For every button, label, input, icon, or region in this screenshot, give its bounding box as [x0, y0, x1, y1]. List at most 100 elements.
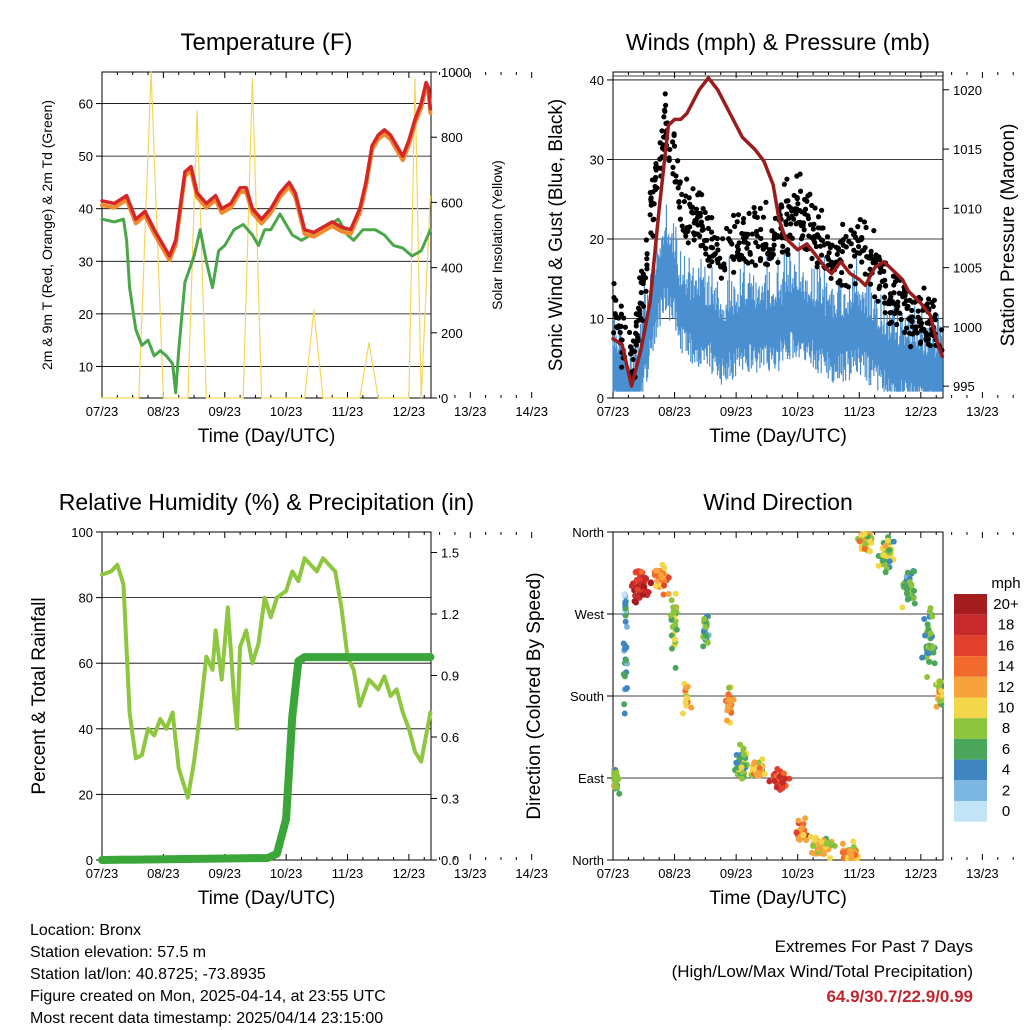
gust-point: [638, 268, 645, 274]
direction-point: [905, 595, 912, 602]
direction-point: [702, 624, 709, 631]
gust-point: [786, 203, 792, 210]
gust-point: [667, 146, 673, 153]
x-axis-label: Time (Day/UTC): [198, 888, 336, 909]
gust-point: [887, 291, 893, 297]
direction-point: [798, 825, 805, 832]
direction-point: [723, 717, 730, 724]
x-tick-label: 07/23: [86, 866, 119, 881]
recent-data-timestamp: Most recent data timestamp: 2025/04/14 2…: [30, 1010, 384, 1027]
gust-point: [834, 251, 840, 257]
gust-point: [863, 224, 869, 231]
y2-tick-label: 800: [441, 130, 463, 145]
direction-point: [779, 784, 786, 791]
gust-point: [890, 273, 896, 279]
y2-tick-label: 1000: [441, 65, 470, 80]
gust-point: [613, 313, 620, 320]
gust-point: [731, 269, 737, 275]
direction-point: [867, 548, 874, 555]
direction-point: [673, 626, 680, 633]
x-tick-label: 10/23: [781, 866, 814, 881]
direction-point: [929, 644, 936, 651]
gust-point: [691, 231, 698, 238]
y-axis-label: 2m & 9m T (Red, Orange) & 2m Td (Green): [39, 100, 55, 370]
gust-point: [644, 266, 650, 272]
y2-tick-label: 0.9: [441, 669, 459, 684]
y2-tick-label: 1020: [953, 83, 982, 98]
gust-point: [851, 253, 858, 259]
direction-point: [802, 815, 809, 822]
direction-point: [930, 649, 937, 656]
direction-point: [668, 616, 675, 623]
y-tick-label: 20: [79, 307, 93, 322]
gust-point: [670, 164, 676, 170]
plot-frame: [101, 531, 432, 861]
gust-point: [743, 233, 750, 239]
direction-point: [890, 538, 897, 545]
x-tick-label: 10/23: [781, 404, 814, 419]
gust-point: [789, 235, 795, 241]
legend-label: 16: [998, 637, 1015, 654]
gust-point: [741, 215, 747, 222]
y-tick-label: 100: [71, 525, 93, 540]
gust-point: [687, 224, 693, 230]
gust-point: [718, 275, 724, 281]
gust-point: [709, 229, 715, 235]
gust-point: [848, 227, 854, 233]
gust-point: [814, 264, 820, 270]
legend-swatch: [954, 635, 987, 657]
direction-point: [622, 612, 629, 619]
direction-point: [921, 615, 928, 622]
y-tick-label: 40: [590, 73, 604, 88]
gust-point: [754, 233, 760, 239]
y2-tick-label: 1015: [953, 142, 982, 157]
gust-point: [757, 255, 764, 262]
direction-point: [880, 552, 887, 559]
y-tick-label: 80: [79, 591, 93, 606]
x-tick-label: 11/23: [332, 866, 364, 881]
gust-point: [826, 250, 832, 256]
gust-point: [676, 199, 682, 205]
figure-created: Figure created on Mon, 2025-04-14, at 23…: [30, 988, 386, 1005]
gust-point: [765, 251, 771, 257]
gust-point: [771, 236, 777, 242]
gust-point: [689, 209, 695, 215]
station-latlon: Station lat/lon: 40.8725; -73.8935: [30, 966, 266, 983]
direction-point: [756, 765, 763, 772]
insolation-series: [101, 71, 431, 399]
y-tick-label: South: [570, 689, 604, 704]
gust-point: [780, 243, 786, 249]
gust-point: [652, 183, 658, 190]
gust-point: [909, 314, 915, 320]
direction-point: [761, 771, 768, 778]
gust-point: [852, 281, 858, 287]
gust-point: [805, 213, 811, 219]
chart-panel-2: 07/23 08/23 09/23 10/23 11/23 12/23 13/23 14/23…: [29, 489, 548, 909]
gust-point: [638, 289, 644, 296]
gust-point: [783, 219, 789, 225]
gust-point: [677, 216, 684, 222]
gust-point: [626, 329, 633, 336]
extremes-values: 64.9/30.7/22.9/0.99: [826, 987, 973, 1006]
gust-point: [785, 251, 791, 257]
gust-point: [861, 219, 868, 225]
direction-point: [926, 608, 933, 615]
gust-point: [700, 206, 706, 212]
chart-panel-1: 07/2308/2309/2310/2311/2312/2313/2314/23…: [546, 29, 1019, 447]
direction-point: [628, 583, 635, 590]
gust-point: [631, 348, 638, 355]
direction-point: [818, 838, 825, 845]
x-tick-label: 10/23: [270, 404, 303, 419]
gust-point: [771, 242, 777, 248]
direction-point: [936, 678, 943, 685]
gust-point: [684, 176, 690, 182]
legend-label: 14: [998, 658, 1015, 675]
direction-point: [661, 565, 668, 572]
gust-point: [772, 215, 779, 222]
gust-point: [699, 227, 705, 233]
pressure-series: [611, 76, 945, 388]
gust-point: [801, 227, 807, 233]
direction-point: [815, 845, 822, 852]
x-tick-label: 08/23: [147, 866, 180, 881]
gust-point: [890, 300, 896, 306]
